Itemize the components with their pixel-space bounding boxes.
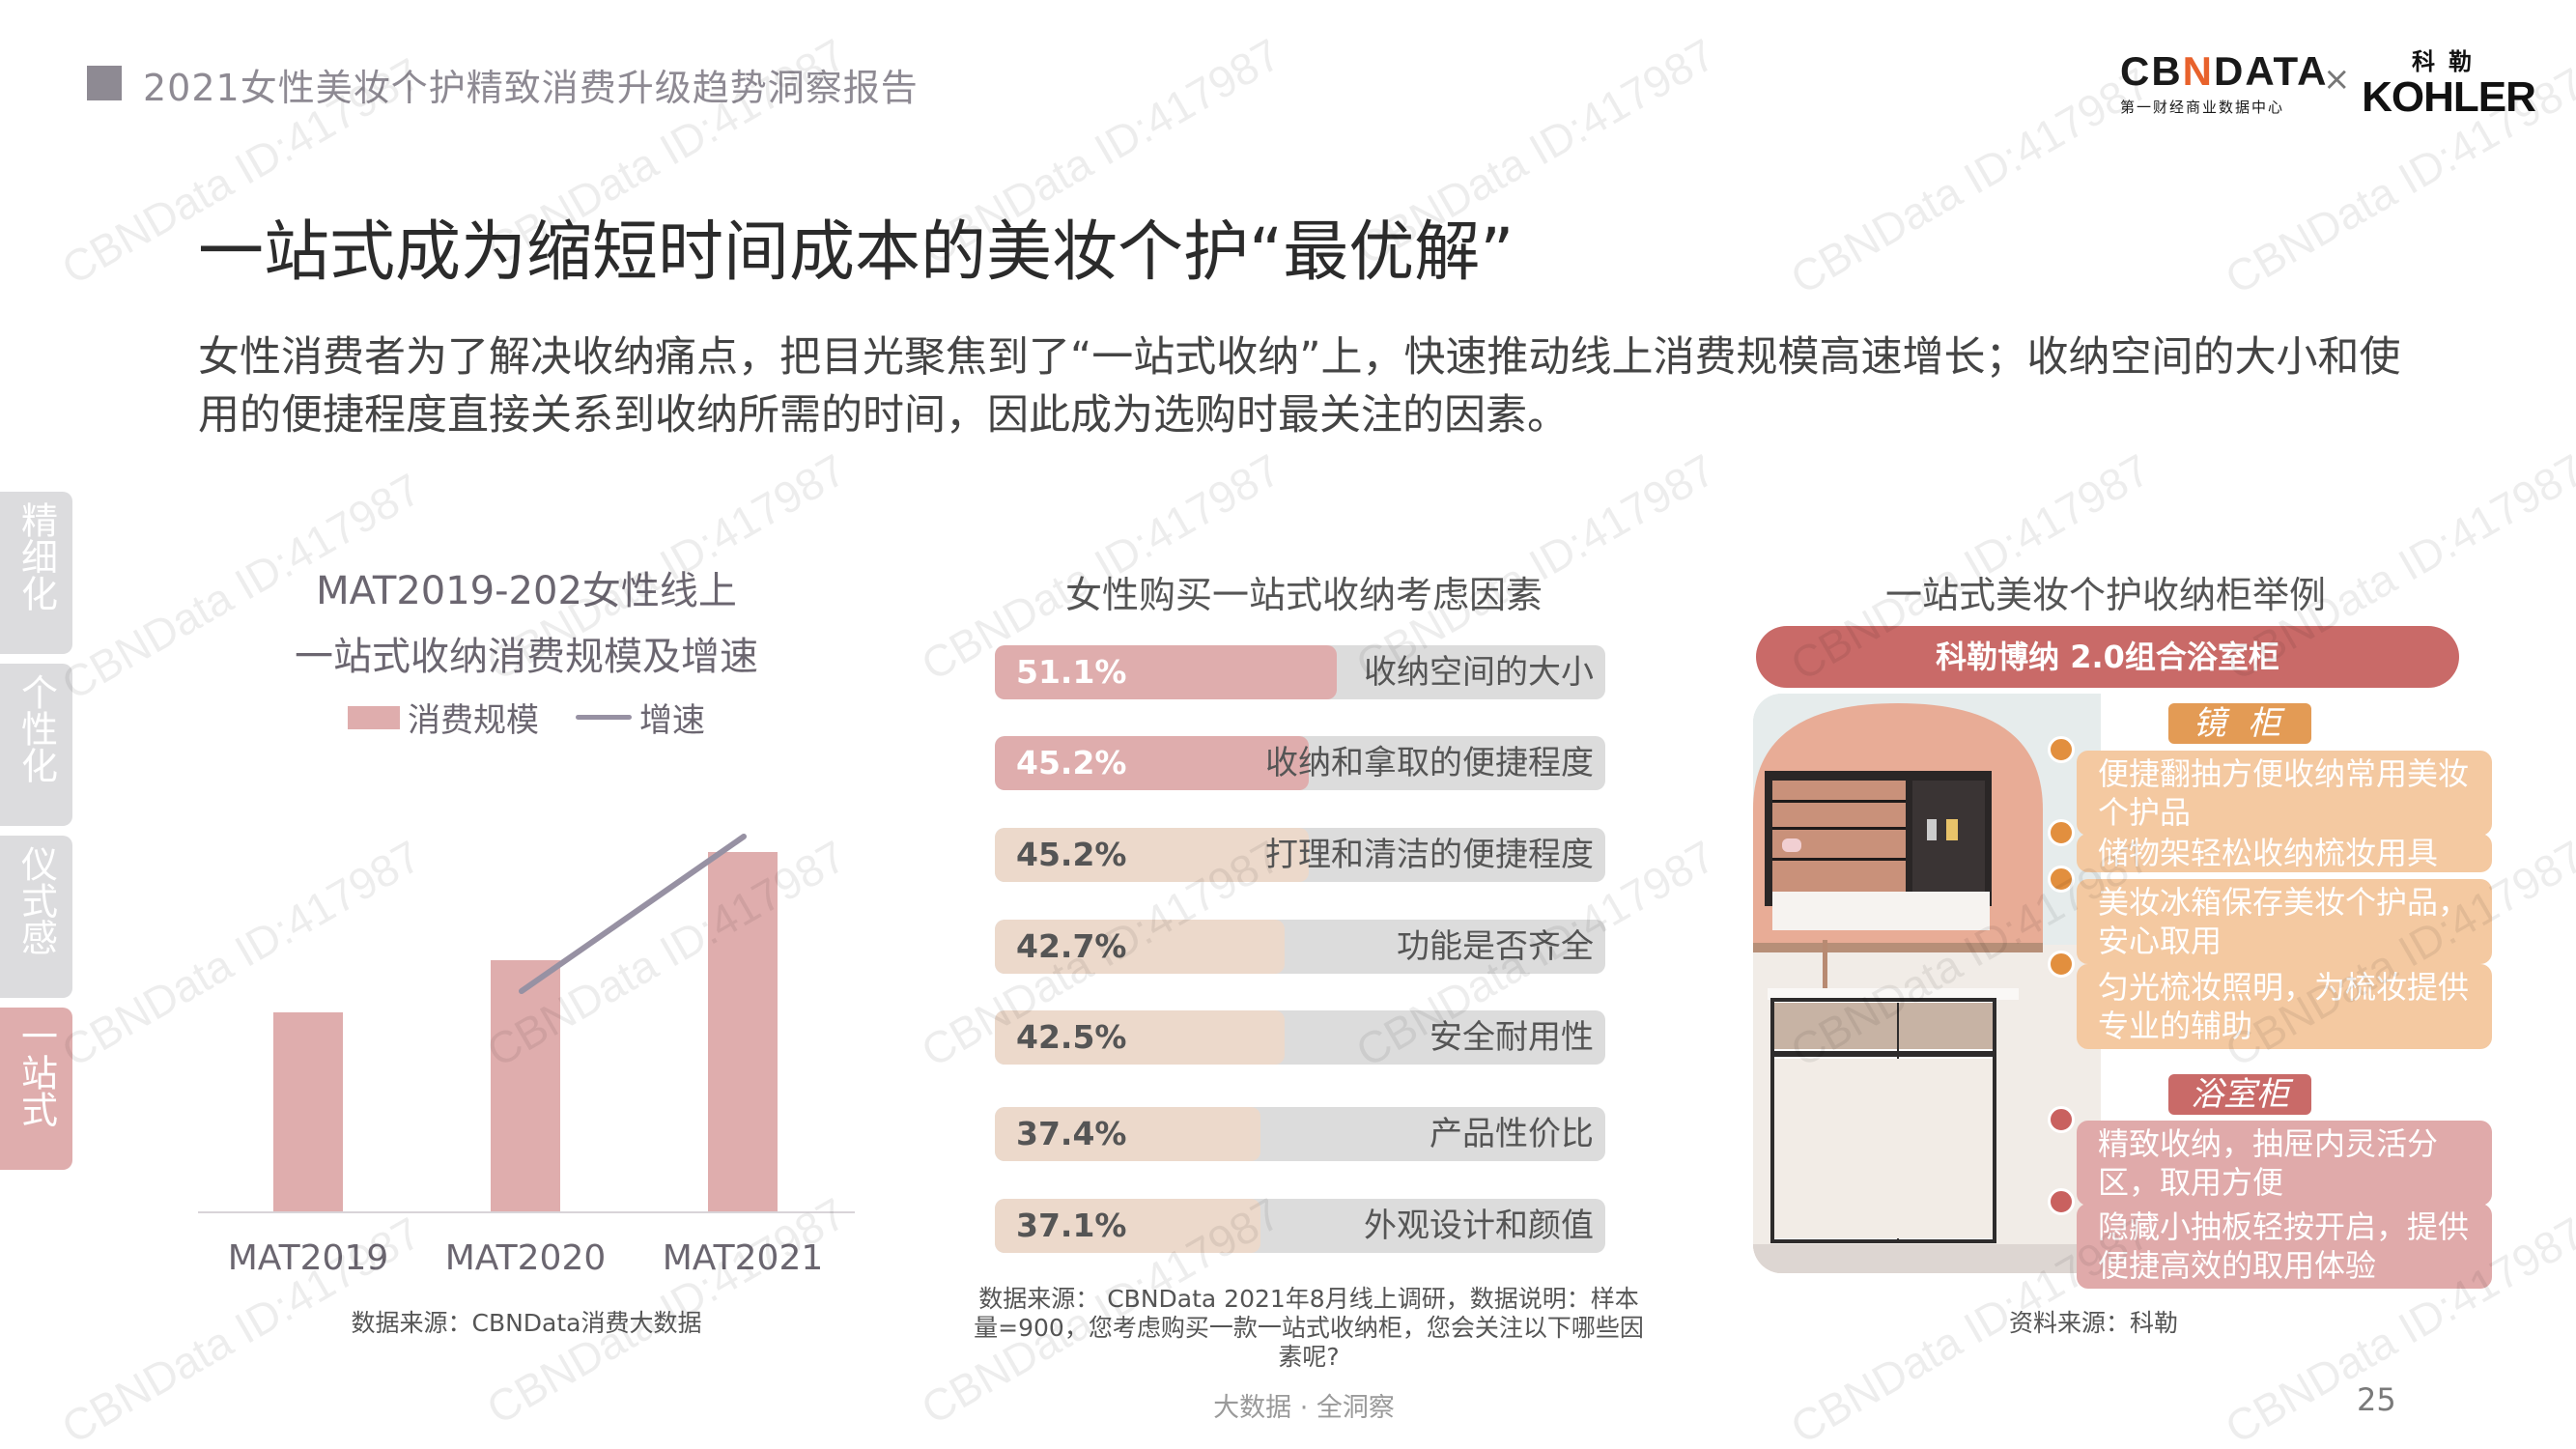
factor-label: 打理和清洁的便捷程度 xyxy=(1265,836,1594,874)
factor-bar-fill xyxy=(995,920,1286,974)
factor-bar-fill xyxy=(995,828,1310,882)
factor-bar-fill xyxy=(995,645,1337,699)
factor-label: 收纳和拿取的便捷程度 xyxy=(1265,744,1594,782)
factor-row: 51.1% 收纳空间的大小 xyxy=(995,645,1605,699)
bullet-dot-icon xyxy=(2048,736,2075,763)
legend-line-swatch-icon xyxy=(576,715,632,720)
x-axis xyxy=(198,1211,855,1213)
factor-row: 42.7% 功能是否齐全 xyxy=(995,920,1605,974)
x-label: MAT2021 xyxy=(662,1238,824,1278)
factor-bar-fill xyxy=(995,1199,1260,1253)
factor-row: 45.2% 收纳和拿取的便捷程度 xyxy=(995,736,1605,790)
footer-tagline: 大数据 · 全洞察 xyxy=(1213,1393,1395,1423)
left-chart-legend: 消费规模 增速 xyxy=(348,694,705,741)
report-title: 2021女性美妆个护精致消费升级趋势洞察报告 xyxy=(143,67,919,109)
mirror-feature-item: 匀光梳妆照明，为梳妆提供专业的辅助 xyxy=(2077,964,2492,1049)
left-chart-title-line1: MAT2019-202女性线上 xyxy=(316,569,737,613)
legend-bar-label: 消费规模 xyxy=(408,701,539,740)
right-panel-source: 资料来源：科勒 xyxy=(2009,1309,2179,1337)
factor-pct: 42.7% xyxy=(1016,927,1127,965)
factor-label: 外观设计和颜值 xyxy=(1364,1207,1594,1245)
left-chart-source: 数据来源：CBNData消费大数据 xyxy=(351,1309,702,1337)
bath-cabinet-tag: 浴室柜 xyxy=(2168,1074,2311,1115)
side-tab-label: 精细化 xyxy=(14,501,58,611)
cbndata-logo: CBNDATA 第一财经商业数据中心 xyxy=(2120,48,2329,117)
kohler-cn-name: 科勒 xyxy=(2412,48,2485,75)
left-chart-title-line2: 一站式收纳消费规模及增速 xyxy=(295,635,758,679)
header-square-icon xyxy=(87,66,122,100)
bullet-dot-icon xyxy=(2048,1106,2075,1133)
mirror-feature-item: 美妆冰箱保存美妆个护品，安心取用 xyxy=(2077,879,2492,964)
factor-bar-fill xyxy=(995,1010,1286,1065)
factor-bar-fill xyxy=(995,1107,1260,1161)
middle-chart-source: 数据来源： CBNData 2021年8月线上调研，数据说明：样本量=900，您… xyxy=(974,1285,1644,1371)
factor-label: 功能是否齐全 xyxy=(1397,927,1594,966)
mirror-cabinet-tag: 镜 柜 xyxy=(2168,703,2311,744)
factor-pct: 45.2% xyxy=(1016,744,1127,781)
side-tab-one-stop[interactable]: 一站式 xyxy=(0,1008,72,1170)
factor-pct: 37.4% xyxy=(1016,1115,1127,1152)
x-label: MAT2019 xyxy=(227,1238,389,1278)
bar-mat2019 xyxy=(273,1012,343,1211)
bathroom-cabinet-illustration-icon xyxy=(1753,694,2101,1273)
bath-feature-item: 隐藏小抽板轻按开启，提供便捷高效的取用体验 xyxy=(2077,1204,2492,1289)
side-tab-label: 一站式 xyxy=(14,1017,58,1127)
page-title: 一站式成为缩短时间成本的美妆个护“最优解” xyxy=(198,214,1514,291)
factor-label: 产品性价比 xyxy=(1430,1115,1594,1153)
factor-row: 45.2% 打理和清洁的便捷程度 xyxy=(995,828,1605,882)
bath-feature-item: 精致收纳，抽屉内灵活分区，取用方便 xyxy=(2077,1121,2492,1206)
side-tab-label: 仪式感 xyxy=(14,845,58,955)
cbndata-subtitle: 第一财经商业数据中心 xyxy=(2120,99,2285,116)
x-label: MAT2020 xyxy=(444,1238,607,1278)
bullet-dot-icon xyxy=(2048,866,2075,893)
collab-times-icon: × xyxy=(2323,60,2351,99)
factor-pct: 37.1% xyxy=(1016,1207,1127,1244)
bar-mat2020 xyxy=(491,960,560,1211)
side-tab-ritual[interactable]: 仪式感 xyxy=(0,836,72,998)
factor-label: 安全耐用性 xyxy=(1430,1018,1594,1057)
bullet-dot-icon xyxy=(2048,951,2075,978)
middle-chart-title: 女性购买一站式收纳考虑因素 xyxy=(1064,574,1543,616)
legend-line-label: 增速 xyxy=(639,701,705,740)
page-subtitle: 女性消费者为了解决收纳痛点，把目光聚焦到了“一站式收纳”上，快速推动线上消费规模… xyxy=(198,333,2401,440)
bullet-dot-icon xyxy=(2048,1188,2075,1215)
kohler-logo: 科勒 KOHLER xyxy=(2357,48,2540,120)
side-tab-label: 个性化 xyxy=(14,673,58,783)
page-number: 25 xyxy=(2357,1381,2396,1418)
side-tab-personalized[interactable]: 个性化 xyxy=(0,664,72,826)
factor-pct: 45.2% xyxy=(1016,836,1127,873)
factor-bar-fill xyxy=(995,736,1310,790)
product-photo xyxy=(1753,694,2101,1273)
mirror-feature-item: 便捷翻抽方便收纳常用美妆个护品 xyxy=(2077,751,2492,836)
factor-pct: 42.5% xyxy=(1016,1018,1127,1056)
product-name-banner: 科勒博纳 2.0组合浴室柜 xyxy=(1756,626,2459,688)
factor-pct: 51.1% xyxy=(1016,653,1127,691)
factor-row: 42.5% 安全耐用性 xyxy=(995,1010,1605,1065)
cbndata-wordmark: CBNDATA xyxy=(2120,48,2329,94)
factor-row: 37.4% 产品性价比 xyxy=(995,1107,1605,1161)
left-chart-title: MAT2019-202女性线上 一站式收纳消费规模及增速 xyxy=(261,558,792,690)
factor-label: 收纳空间的大小 xyxy=(1364,653,1594,692)
factor-row: 37.1% 外观设计和颜值 xyxy=(995,1199,1605,1253)
side-tab-refined[interactable]: 精细化 xyxy=(0,492,72,654)
legend-bar-swatch-icon xyxy=(348,705,400,729)
right-panel-title: 一站式美妆个护收纳柜举例 xyxy=(1884,574,2326,616)
bullet-dot-icon xyxy=(2048,819,2075,846)
kohler-wordmark: KOHLER xyxy=(2362,73,2536,121)
bar-mat2021 xyxy=(708,852,778,1211)
mirror-feature-item: 储物架轻松收纳梳妆用具 xyxy=(2077,834,2492,872)
